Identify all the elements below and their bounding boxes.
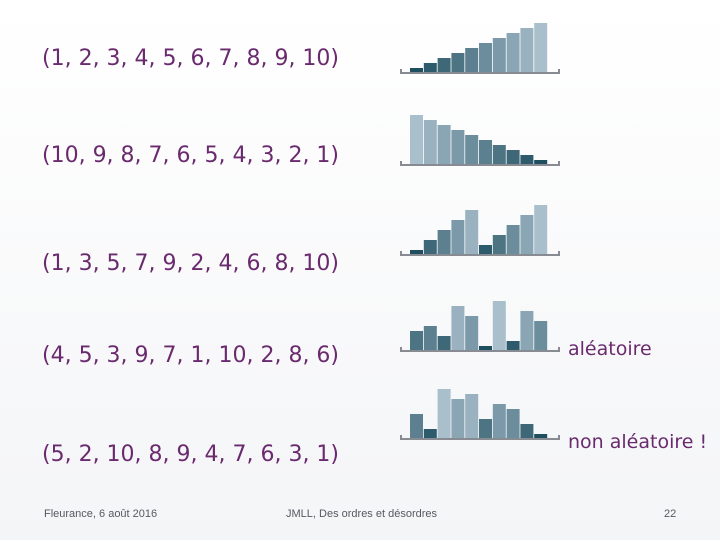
bar-8	[506, 341, 520, 351]
bar-1	[410, 250, 423, 255]
bar-4	[451, 220, 465, 255]
bar-10	[534, 205, 548, 255]
random-annotation: aléatoire	[568, 338, 652, 360]
bar-1	[410, 68, 423, 73]
bar-5	[465, 210, 479, 255]
bar-4	[451, 306, 465, 351]
mini-bar-chart	[400, 205, 560, 256]
bar-2	[423, 326, 437, 351]
bar-2	[423, 429, 437, 439]
bar-7	[492, 301, 506, 351]
bar-7	[492, 145, 506, 165]
bar-3	[437, 125, 451, 165]
mini-bar-chart	[400, 23, 560, 74]
x-axis	[400, 435, 560, 440]
footer-venue-date: Fleurance, 6 août 2016	[44, 508, 158, 520]
bar-1	[410, 414, 423, 439]
bar-8	[506, 225, 520, 255]
bar-9	[520, 215, 534, 255]
bar-7	[492, 404, 506, 439]
bar-2	[423, 63, 437, 73]
x-axis	[400, 161, 560, 166]
bar-6	[479, 419, 492, 439]
sequence-label: (1, 2, 3, 4, 5, 6, 7, 8, 9, 10)	[42, 46, 340, 71]
bar-3	[437, 58, 451, 73]
bar-8	[506, 33, 520, 73]
bar-9	[520, 424, 534, 439]
mini-bar-chart	[400, 389, 560, 440]
bar-8	[506, 150, 520, 165]
bar-2	[423, 240, 437, 255]
bar-4	[451, 53, 465, 73]
x-axis	[400, 347, 560, 352]
bar-6	[479, 346, 492, 351]
bar-5	[465, 135, 479, 165]
bar-10	[534, 160, 548, 165]
mini-bar-chart	[400, 301, 560, 352]
bar-10	[534, 23, 548, 73]
bar-7	[492, 38, 506, 73]
x-axis	[400, 251, 560, 256]
bar-4	[451, 130, 465, 165]
bar-10	[534, 321, 548, 351]
bar-6	[479, 43, 492, 73]
bar-1	[410, 115, 423, 165]
bar-2	[423, 120, 437, 165]
bar-4	[451, 399, 465, 439]
bar-5	[465, 316, 479, 351]
x-axis	[400, 69, 560, 74]
bar-5	[465, 48, 479, 73]
bar-6	[479, 245, 492, 255]
not-random-annotation: non aléatoire !	[568, 431, 708, 453]
bar-1	[410, 331, 423, 351]
bar-3	[437, 336, 451, 351]
bar-9	[520, 155, 534, 165]
bar-9	[520, 311, 534, 351]
bar-9	[520, 28, 534, 73]
sequence-label: (1, 3, 5, 7, 9, 2, 4, 6, 8, 10)	[42, 251, 340, 276]
bar-10	[534, 434, 548, 439]
sequence-label: (10, 9, 8, 7, 6, 5, 4, 3, 2, 1)	[42, 143, 340, 168]
bar-3	[437, 230, 451, 255]
sequence-label: (5, 2, 10, 8, 9, 4, 7, 6, 3, 1)	[42, 442, 340, 467]
footer-title: JMLL, Des ordres et désordres	[286, 508, 438, 520]
mini-bar-chart	[400, 115, 560, 166]
bar-6	[479, 140, 492, 165]
bar-7	[492, 235, 506, 255]
sequence-label: (4, 5, 3, 9, 7, 1, 10, 2, 8, 6)	[42, 343, 340, 368]
page-number: 22	[664, 508, 677, 520]
bar-5	[465, 394, 479, 439]
bar-8	[506, 409, 520, 439]
bar-3	[437, 389, 451, 439]
